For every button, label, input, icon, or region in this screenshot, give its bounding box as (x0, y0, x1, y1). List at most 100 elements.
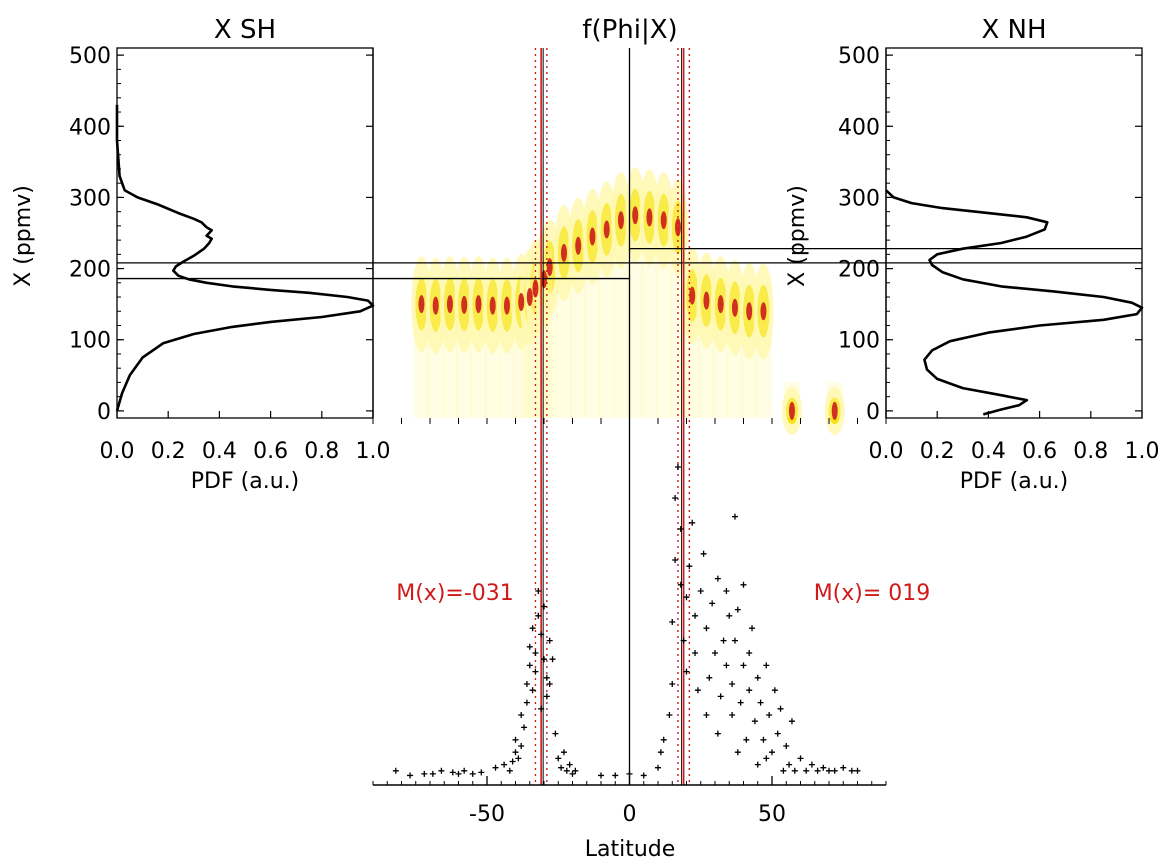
right-ylabel: X (ppmv) (785, 185, 810, 287)
heat-peak-marker (503, 296, 510, 315)
scatter-point (543, 674, 550, 681)
scatter-point (521, 724, 528, 731)
bottom-scatter-panel: -50 0 50 (372, 48, 887, 827)
scatter-point (538, 631, 545, 638)
left-xtick-label: 0.4 (202, 439, 237, 464)
scatter-point (689, 519, 696, 526)
scatter-point (763, 662, 770, 669)
scatter-point (777, 705, 784, 712)
scatter-point (723, 588, 730, 594)
scatter-point (501, 761, 508, 768)
heat-peak-marker (418, 295, 425, 314)
scatter-point (518, 743, 525, 749)
scatter-point (714, 730, 721, 737)
scatter-point (526, 662, 533, 669)
right-panel-title: X NH (981, 15, 1046, 45)
heat-haze (570, 217, 587, 418)
left-ytick-label: 200 (69, 258, 111, 283)
scatter-point (751, 718, 758, 725)
scatter-point (563, 767, 570, 774)
scatter-point (749, 625, 756, 632)
scatter-point (546, 637, 553, 644)
scatter-point (803, 767, 810, 774)
scatter-point (449, 769, 456, 776)
scatter-point (763, 755, 770, 762)
heat-peak-marker (660, 211, 667, 230)
scatter-point (523, 699, 530, 706)
scatter-point (731, 513, 738, 520)
right-xtick-label: 0.6 (1022, 439, 1057, 464)
scatter-point (558, 764, 565, 771)
scatter-point (780, 767, 787, 774)
bottom-xtick-label: -50 (469, 802, 505, 827)
heat-peak-marker (760, 302, 767, 321)
right-xtick-label: 1.0 (1125, 439, 1160, 464)
scatter-point (820, 764, 827, 771)
scatter-point (672, 557, 679, 563)
heat-haze (456, 276, 473, 418)
scatter-point (677, 581, 684, 588)
right-ytick-label: 500 (838, 44, 880, 69)
heat-haze (513, 273, 530, 418)
left-ytick-label: 500 (69, 44, 111, 69)
scatter-point (598, 772, 604, 779)
scatter-point (640, 772, 647, 779)
scatter-point (831, 767, 838, 774)
scatter-point (712, 650, 718, 656)
scatter-point (572, 767, 579, 774)
scatter-point (788, 718, 795, 725)
scatter-point (660, 736, 667, 743)
heat-peak-marker (617, 211, 624, 230)
scatter-point (538, 705, 545, 712)
right-ytick-label: 0 (866, 400, 880, 425)
scatter-point (535, 588, 542, 594)
scatter-point (512, 749, 519, 756)
heat-peak-marker (674, 218, 681, 237)
scatter-point (535, 612, 542, 619)
heat-haze (726, 279, 743, 418)
heat-haze (536, 250, 552, 418)
left-xtick-label: 0.0 (100, 439, 135, 464)
scatter-point (541, 656, 547, 663)
scatter-point (746, 687, 753, 694)
left-xtick-label: 1.0 (356, 439, 391, 464)
scatter-point (529, 625, 536, 632)
scatter-point (674, 464, 681, 470)
heat-haze (521, 268, 538, 418)
bottom-xlabel: Latitude (585, 837, 676, 862)
heat-haze (413, 275, 430, 418)
scatter-point (509, 758, 516, 765)
scatter-point (392, 767, 399, 774)
scatter-point (720, 637, 727, 644)
scatter-point (461, 767, 468, 774)
right-pdf-curve (885, 189, 1144, 416)
heat-peak-marker (461, 295, 468, 314)
scatter-point (734, 749, 741, 756)
heat-peak-marker (541, 270, 547, 289)
scatter-point (455, 770, 462, 777)
scatter-point (740, 662, 747, 669)
left-ytick-label: 300 (69, 186, 111, 211)
scatter-point (532, 668, 539, 675)
scatter-point (612, 772, 619, 779)
scatter-point (723, 662, 730, 669)
heat-peak-marker (446, 295, 453, 314)
scatter-point (797, 755, 804, 762)
scatter-point (709, 600, 716, 607)
scatter-point (492, 764, 499, 771)
scatter-point (560, 749, 567, 756)
right-xtick-label: 0.0 (869, 439, 904, 464)
scatter-point (740, 581, 747, 588)
right-frame (885, 47, 1143, 419)
scatter-point (683, 594, 690, 601)
heat-peak-marker (432, 296, 439, 315)
scatter-point (766, 712, 773, 718)
scatter-point (692, 612, 699, 619)
scatter-point (552, 730, 559, 737)
heat-peak-marker (489, 296, 496, 315)
scatter-point (726, 612, 733, 619)
left-ytick-label: 0 (97, 400, 111, 425)
heat-haze (698, 272, 715, 418)
left-frame (116, 47, 374, 419)
